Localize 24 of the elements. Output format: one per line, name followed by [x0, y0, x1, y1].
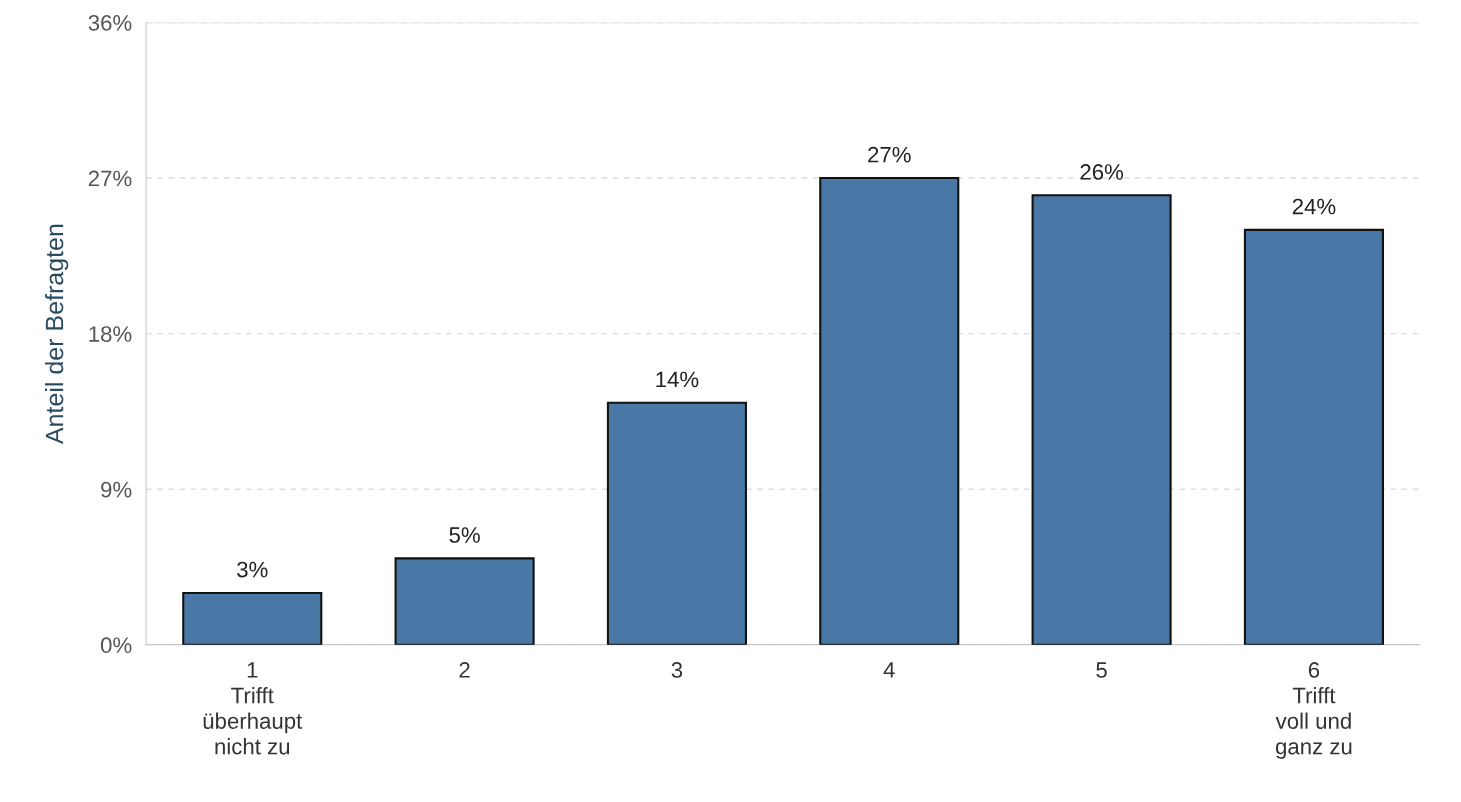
bar [606, 401, 747, 645]
bar [394, 557, 535, 645]
data-label: 3% [237, 561, 268, 578]
data-label: 14% [656, 371, 699, 388]
x-tick-label: 1 Trifft überhaupt nicht zu [203, 662, 303, 755]
y-tick-label: 9% [101, 481, 132, 498]
data-label: 24% [1292, 198, 1336, 215]
data-label: 5% [449, 527, 480, 543]
y-axis-title: Anteil der Befragten [44, 224, 69, 445]
data-label: 26% [1080, 164, 1124, 180]
y-tick-label: 18% [89, 326, 132, 342]
x-tick-label: 5 [1096, 662, 1107, 678]
x-tick-label: 6 Trifft voll und ganz zu [1275, 662, 1352, 759]
y-tick-label: 27% [88, 170, 132, 187]
bar [182, 591, 323, 645]
bar [819, 177, 960, 645]
data-label: 27% [868, 146, 911, 163]
bar [1243, 228, 1384, 645]
x-tick-label: 4 [883, 662, 895, 678]
x-tick-label: 3 [671, 662, 683, 678]
y-tick-label: 36% [88, 14, 132, 31]
x-tick-label: 2 [459, 662, 470, 678]
y-tick-label: 0% [100, 637, 132, 654]
bar [1031, 194, 1172, 645]
